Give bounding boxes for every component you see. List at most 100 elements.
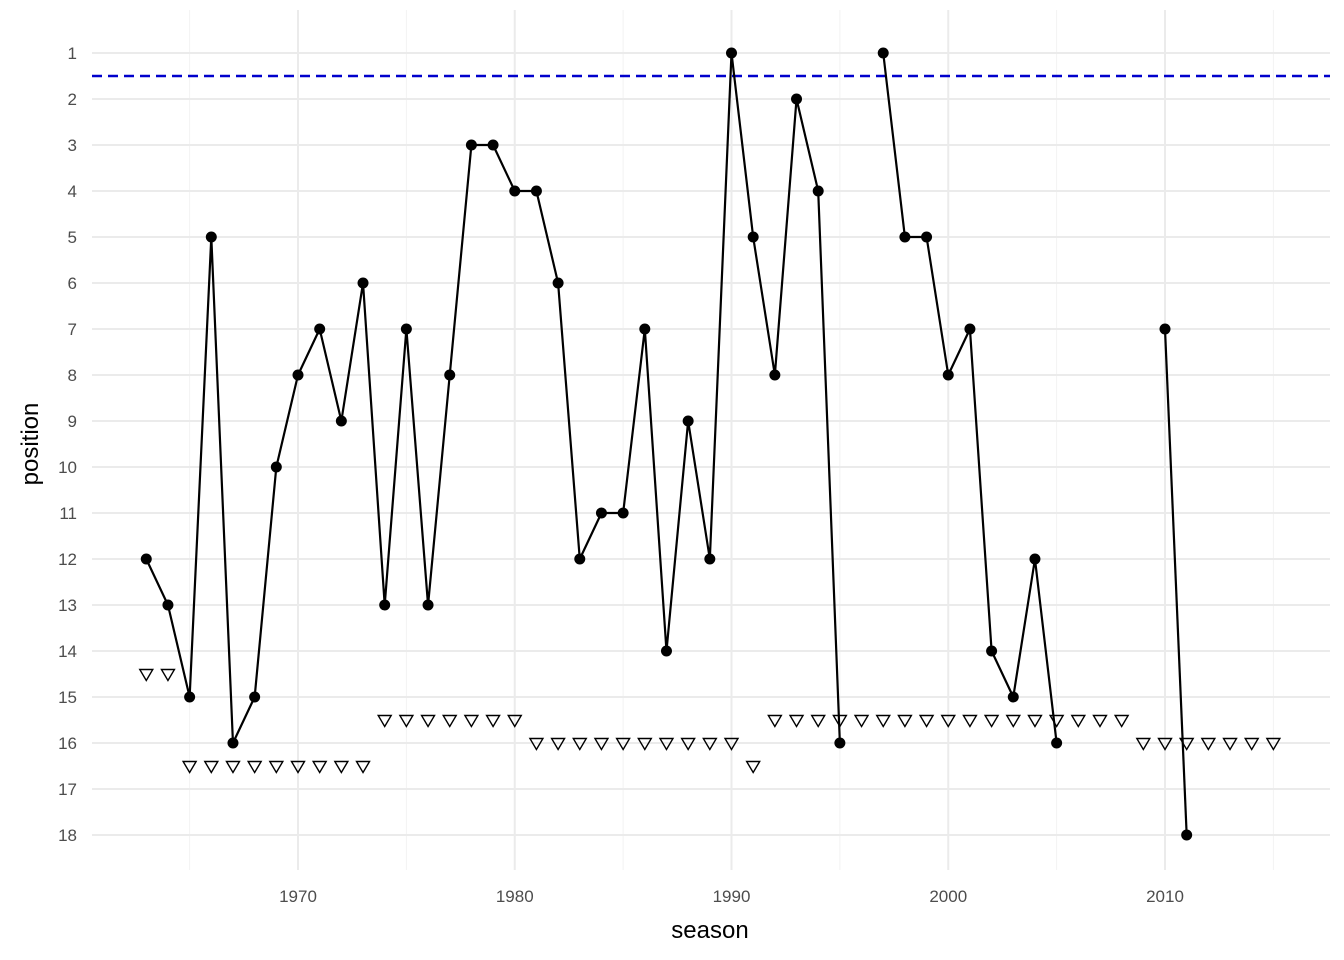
triangle-marker — [615, 737, 631, 751]
data-point — [379, 599, 391, 611]
y-tick-label: 14 — [58, 642, 77, 661]
triangle-marker — [1200, 737, 1217, 751]
triangle-marker — [550, 737, 566, 751]
x-tick-label: 2010 — [1146, 887, 1184, 906]
triangle-marker — [181, 760, 198, 774]
data-point — [1029, 553, 1041, 565]
data-point — [639, 323, 651, 335]
x-tick-label: 1970 — [279, 887, 317, 906]
triangle-marker — [246, 760, 263, 774]
data-point — [509, 185, 521, 197]
data-point — [986, 645, 998, 657]
triangle-marker — [788, 714, 805, 728]
data-point — [617, 507, 629, 519]
triangle-points — [138, 668, 1282, 774]
data-point — [877, 47, 889, 59]
y-tick-label: 4 — [68, 182, 77, 201]
triangle-marker — [745, 760, 761, 774]
x-tick-label: 1990 — [713, 887, 751, 906]
y-tick-label: 6 — [68, 274, 77, 293]
data-point — [1007, 691, 1019, 703]
data-point — [335, 415, 347, 427]
triangle-marker — [268, 760, 285, 774]
triangle-marker — [485, 714, 501, 728]
data-point — [1159, 323, 1171, 335]
triangle-marker — [420, 714, 436, 728]
data-point — [747, 231, 759, 243]
triangle-marker — [441, 714, 458, 728]
series-points — [140, 47, 1193, 841]
y-tick-label: 1 — [68, 44, 77, 63]
data-point — [1181, 829, 1193, 841]
data-point — [704, 553, 716, 565]
triangle-marker — [875, 714, 891, 728]
triangle-marker — [983, 714, 1000, 728]
x-tick-labels: 1970 1980 1990 2000 2010 — [279, 887, 1184, 906]
triangle-marker — [398, 714, 415, 728]
triangle-marker — [1222, 737, 1238, 751]
y-tick-label: 3 — [68, 136, 77, 155]
triangle-marker — [832, 714, 848, 728]
y-tick-label: 10 — [58, 458, 77, 477]
data-point — [422, 599, 434, 611]
x-axis-title: season — [671, 917, 748, 944]
y-tick-label: 7 — [68, 320, 77, 339]
triangle-marker — [723, 737, 740, 751]
y-tick-label: 17 — [58, 780, 77, 799]
triangle-marker — [962, 714, 978, 728]
triangle-marker — [355, 760, 371, 774]
triangle-marker — [1243, 737, 1260, 751]
data-point — [726, 47, 737, 59]
data-point — [942, 369, 954, 381]
triangle-marker — [637, 737, 653, 751]
data-point — [270, 461, 282, 473]
triangle-marker — [918, 714, 935, 728]
triangle-marker — [203, 760, 220, 774]
triangle-marker — [225, 760, 241, 774]
triangle-marker — [138, 668, 155, 682]
triangle-marker — [658, 737, 675, 751]
triangle-marker — [1135, 737, 1152, 751]
y-tick-label: 13 — [58, 596, 77, 615]
data-point — [791, 93, 803, 105]
data-point — [162, 599, 174, 611]
data-point — [812, 185, 824, 197]
data-point — [227, 737, 239, 749]
data-point — [465, 139, 477, 151]
data-point — [574, 553, 586, 565]
data-point — [249, 691, 261, 703]
data-point — [357, 277, 369, 289]
triangle-marker — [160, 668, 176, 682]
triangle-marker — [1005, 714, 1022, 728]
triangle-marker — [528, 737, 545, 751]
triangle-marker — [333, 760, 350, 774]
data-point — [834, 737, 846, 749]
data-point — [1051, 737, 1063, 749]
triangle-marker — [940, 714, 956, 728]
y-tick-label: 12 — [58, 550, 77, 569]
triangle-marker — [507, 714, 523, 728]
triangle-marker — [1048, 714, 1065, 728]
y-tick-label: 5 — [68, 228, 77, 247]
data-point — [444, 369, 456, 381]
triangle-marker — [897, 714, 913, 728]
data-point — [682, 415, 694, 427]
y-axis-title: position — [17, 403, 44, 486]
data-point — [400, 323, 412, 335]
triangle-marker — [810, 714, 826, 728]
y-tick-label: 15 — [58, 688, 77, 707]
triangle-marker — [290, 760, 306, 774]
triangle-marker — [593, 737, 610, 751]
triangle-marker — [463, 714, 480, 728]
triangle-marker — [1027, 714, 1043, 728]
y-tick-label: 9 — [68, 412, 77, 431]
y-tick-label: 18 — [58, 826, 77, 845]
y-tick-label: 16 — [58, 734, 77, 753]
triangle-marker — [1265, 737, 1282, 751]
series-line — [1163, 328, 1188, 836]
data-point — [184, 691, 196, 703]
data-point — [314, 323, 326, 335]
